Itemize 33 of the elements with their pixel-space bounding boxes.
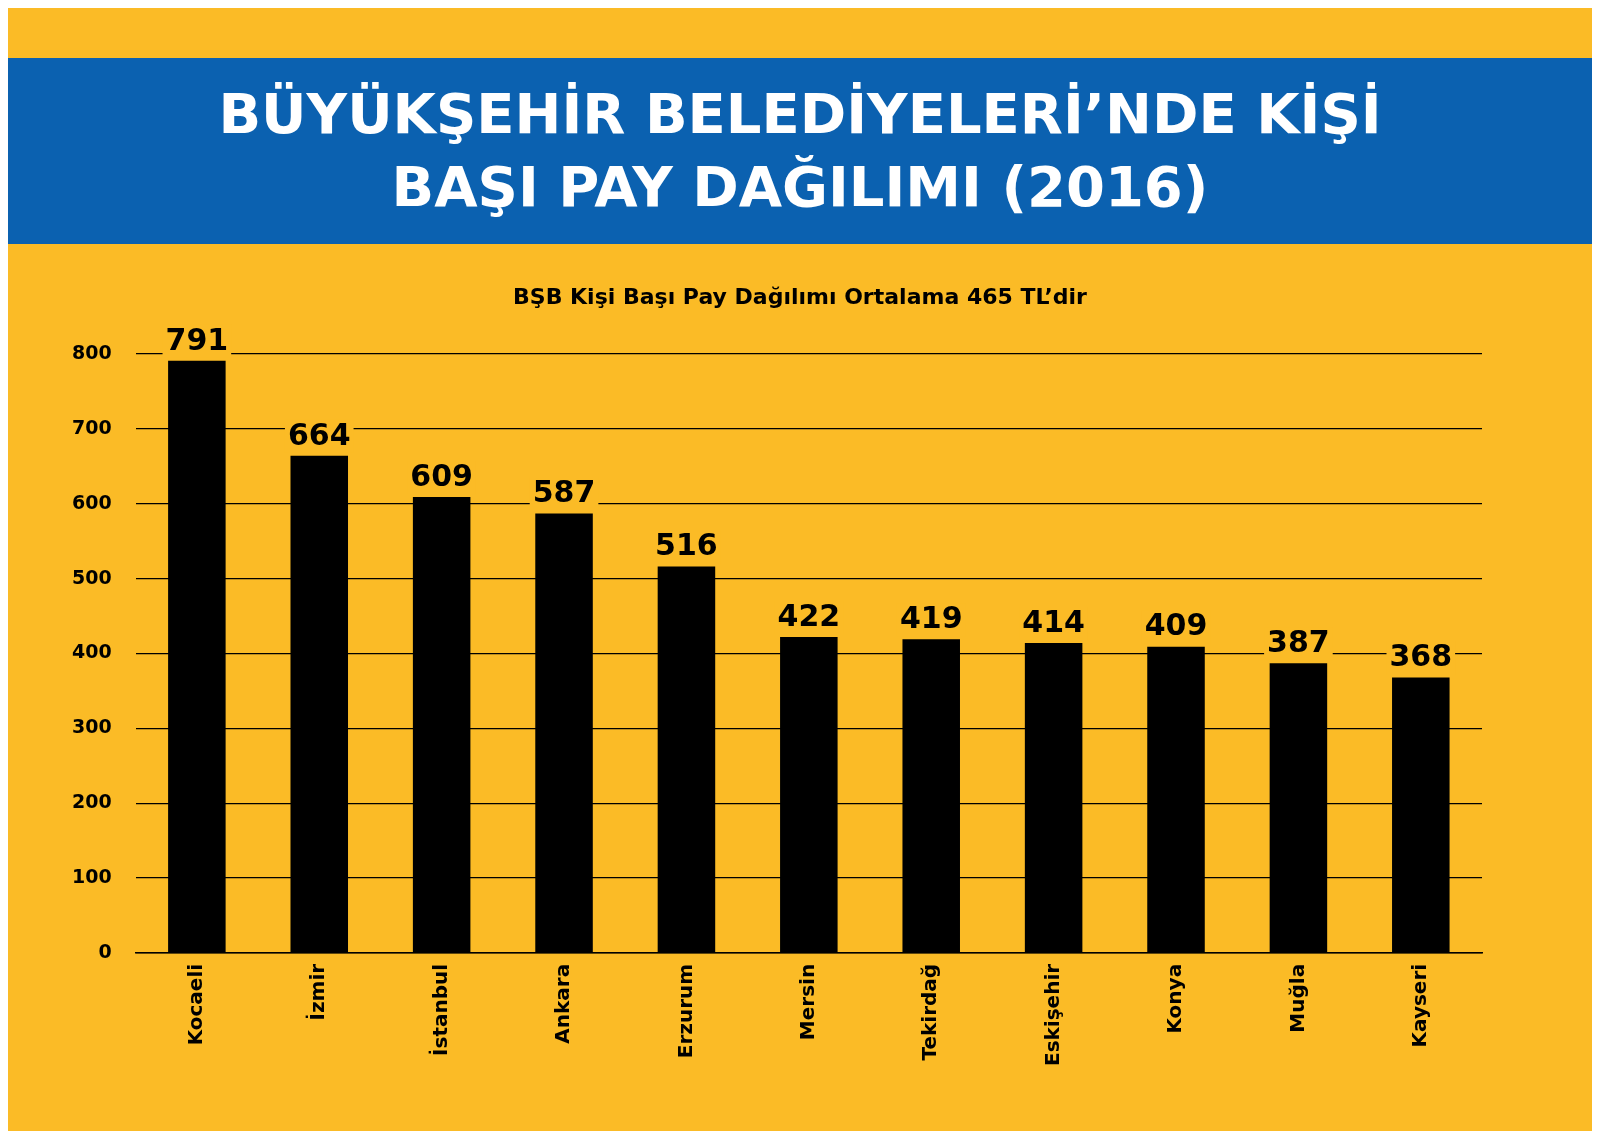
x-tick-label: Konya [1162, 963, 1187, 1034]
x-tick-label: Tekirdağ [917, 963, 942, 1061]
x-tick-label: Eskişehir [1039, 963, 1064, 1066]
x-tick-label: Muğla [1284, 963, 1309, 1033]
y-tick-label: 300 [71, 714, 112, 737]
data-label: 419 [899, 599, 963, 635]
data-label: 664 [287, 416, 351, 452]
data-label: 387 [1267, 623, 1330, 659]
y-tick-label: 500 [71, 565, 112, 588]
y-tick-label: 700 [71, 415, 112, 438]
x-tick-label: Kayseri [1407, 963, 1432, 1048]
y-tick-label: 600 [71, 490, 112, 513]
data-label: 587 [532, 473, 596, 509]
y-tick-label: 400 [71, 639, 112, 662]
x-tick-label: İzmir [305, 963, 330, 1021]
data-label: 516 [655, 526, 718, 562]
x-tick-label: Kocaeli [183, 963, 208, 1045]
data-label: 422 [777, 597, 841, 633]
data-label: 409 [1144, 607, 1208, 643]
y-tick-label: 100 [71, 864, 112, 887]
y-tick-label: 0 [98, 939, 112, 962]
data-label: 609 [410, 457, 473, 493]
y-tick-label: 200 [71, 789, 112, 812]
x-tick-label: Ankara [550, 963, 575, 1044]
chart-title: BÜYÜKŞEHİR BELEDİYELERİ’NDE KİŞİ BAŞI PAY DAĞILIMI (2016) [8, 58, 1592, 244]
x-tick-label: İstanbul [427, 963, 452, 1056]
data-label: 368 [1389, 637, 1453, 673]
data-label: 414 [1022, 603, 1085, 639]
y-tick-label: 800 [71, 340, 112, 363]
x-tick-label: Erzurum [672, 963, 697, 1058]
data-label: 791 [165, 321, 229, 357]
x-tick-label: Mersin [795, 963, 820, 1040]
chart-subtitle: BŞB Kişi Başı Pay Dağılımı Ortalama 465 TL’dir [512, 283, 1088, 309]
